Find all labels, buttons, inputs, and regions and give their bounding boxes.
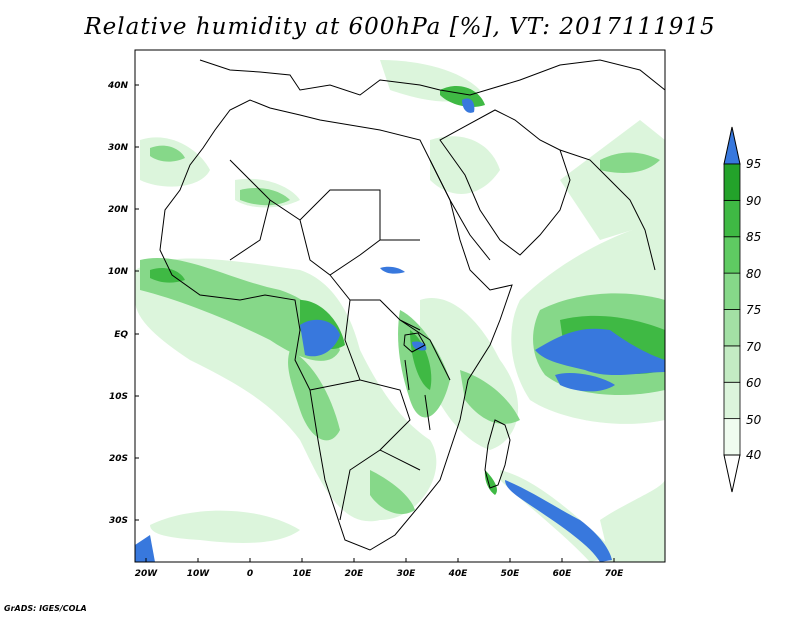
red-sea-coast [429, 159, 491, 261]
lake-malawi [424, 394, 431, 431]
humidity-field [135, 59, 665, 562]
colorbar-bin-50 [723, 381, 741, 420]
lake-tanganyika [404, 359, 410, 391]
map-frame [134, 49, 666, 563]
colorbar-bin-60 [723, 345, 741, 383]
lon-label-60E: 60E [553, 569, 573, 579]
lon-label-70E: 70E [605, 569, 625, 579]
lon-label-30E: 30E [397, 569, 417, 579]
lon-label-40E: 40E [448, 569, 469, 579]
colorbar-bin-70 [723, 309, 741, 347]
colorbar-bin-80 [723, 236, 741, 274]
colorbar: 95 90 85 80 75 70 60 50 40 [723, 126, 762, 493]
colorbar-bin-85 [723, 199, 741, 238]
colorbar-label-40: 40 [746, 448, 762, 462]
latitude-axis: 40N 30N 20N 10N EQ 10S 20S 30S [107, 81, 139, 526]
colorbar-label-50: 50 [746, 413, 762, 427]
asia-coast [559, 149, 656, 271]
lat-label-EQ: EQ [114, 330, 128, 340]
colorbar-segments [723, 163, 741, 456]
colorbar-bin-90 [723, 163, 741, 201]
colorbar-label-70: 70 [746, 340, 762, 354]
lon-label-50E: 50E [501, 569, 521, 579]
colorbar-bottom-arrow [723, 454, 741, 493]
colorbar-label-95: 95 [746, 157, 761, 171]
rh-max-areas [135, 98, 665, 562]
arabian-peninsula-coast [439, 109, 571, 256]
lake-victoria [403, 332, 426, 353]
lon-label-10E: 10E [293, 569, 313, 579]
credit-text: GrADS: IGES/COLA [4, 604, 87, 613]
colorbar-label-85: 85 [746, 230, 761, 244]
lon-label-20W: 20W [135, 569, 159, 579]
africa-coast [159, 99, 513, 551]
map-title: Relative humidity at 600hPa [%], VT: 201… [84, 14, 716, 40]
country-borders [229, 159, 451, 521]
colorbar-label-75: 75 [746, 303, 761, 317]
lat-label-10S: 10S [109, 392, 128, 402]
colorbar-label-80: 80 [746, 267, 762, 281]
colorbar-label-60: 60 [746, 376, 762, 390]
lat-label-30S: 30S [109, 516, 128, 526]
europe-coast [199, 59, 665, 96]
longitude-axis: 20W 10W 0 10E 20E 30E 40E 50E 60E 70E [135, 558, 624, 579]
colorbar-bin-40 [723, 418, 741, 456]
coastline [159, 59, 665, 551]
lat-label-40N: 40N [107, 81, 129, 91]
lat-label-20N: 20N [108, 205, 129, 215]
lon-label-20E: 20E [345, 569, 365, 579]
colorbar-top-arrow [723, 126, 741, 165]
lat-label-30N: 30N [108, 143, 129, 153]
lat-label-20S: 20S [109, 454, 128, 464]
madagascar-coast [484, 419, 511, 489]
colorbar-bin-75 [723, 272, 741, 310]
colorbar-label-90: 90 [746, 194, 762, 208]
lon-label-0: 0 [247, 569, 253, 579]
lon-label-10W: 10W [187, 569, 211, 579]
lat-label-10N: 10N [108, 267, 129, 277]
